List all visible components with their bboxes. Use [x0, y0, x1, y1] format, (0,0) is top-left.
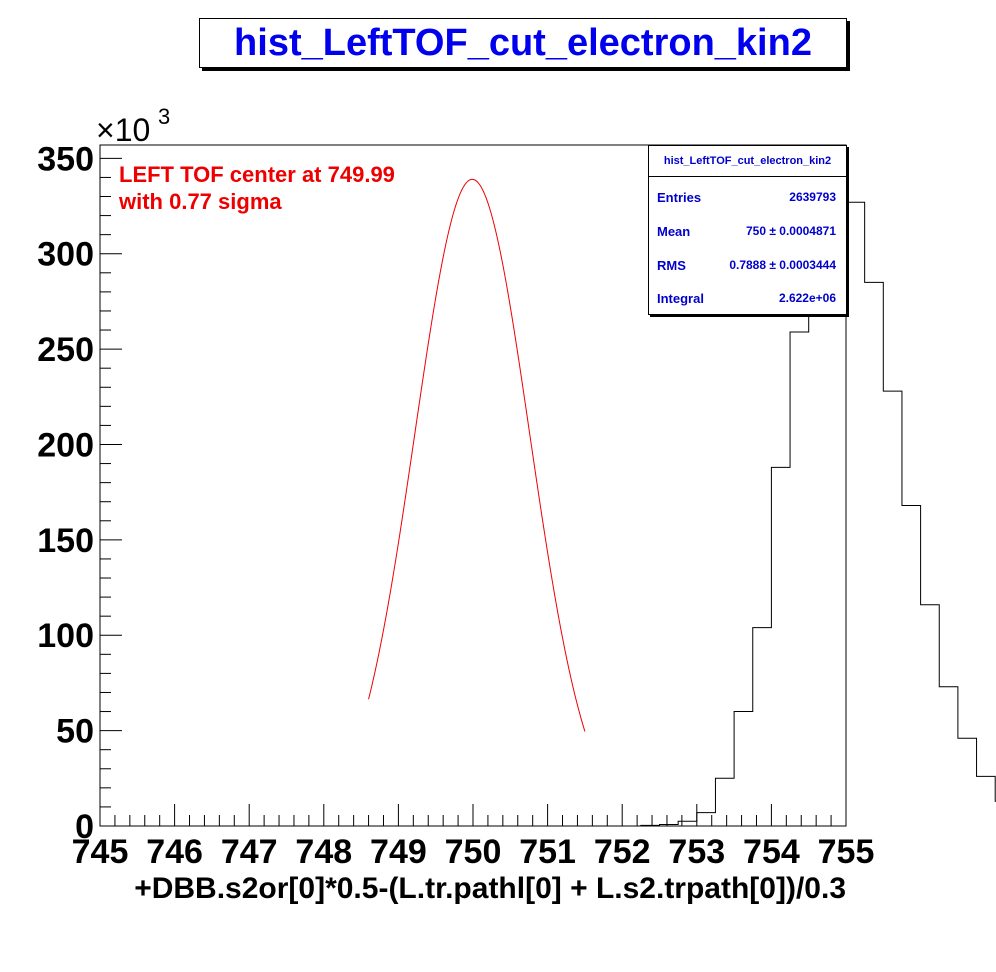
x-tick-label: 747	[221, 833, 278, 871]
stats-box-title: hist_LeftTOF_cut_electron_kin2	[649, 146, 846, 177]
y-axis-multiplier: ×10	[96, 112, 150, 148]
stats-label: Integral	[657, 291, 704, 306]
chart-title: hist_LeftTOF_cut_electron_kin2	[234, 21, 812, 64]
stats-row-mean: Mean 750 ± 0.0004871	[657, 224, 836, 239]
x-tick-label: 754	[743, 833, 800, 871]
stats-value: 750 ± 0.0004871	[746, 224, 836, 238]
x-tick-label: 750	[445, 833, 502, 871]
x-axis-title: +DBB.s2or[0]*0.5-(L.tr.pathl[0] + L.s2.t…	[134, 872, 846, 905]
stats-row-integral: Integral 2.622e+06	[657, 291, 836, 306]
y-tick-label: 350	[37, 140, 94, 178]
y-tick-label: 250	[37, 331, 94, 369]
y-tick-label: 100	[37, 617, 94, 655]
y-tick-label: 50	[56, 713, 94, 751]
x-tick-label: 755	[818, 833, 875, 871]
x-tick-label: 749	[370, 833, 427, 871]
stats-label: Entries	[657, 190, 702, 205]
stats-value: 0.7888 ± 0.0003444	[729, 258, 836, 272]
y-tick-label: 300	[37, 236, 94, 274]
y-axis-multiplier-exponent: 3	[158, 104, 170, 129]
gaussian-fit-curve	[368, 178, 586, 732]
x-tick-label: 745	[72, 833, 129, 871]
stats-label: Mean	[657, 224, 691, 239]
x-tick-label: 748	[295, 833, 352, 871]
x-tick-label: 752	[594, 833, 651, 871]
y-tick-label: 200	[37, 426, 94, 464]
y-tick-label: 150	[37, 522, 94, 560]
chart-title-box: hist_LeftTOF_cut_electron_kin2	[199, 18, 847, 68]
fit-annotation-line1: LEFT TOF center at 749.99	[119, 162, 395, 187]
stats-value: 2639793	[789, 190, 836, 204]
x-tick-label: 746	[146, 833, 203, 871]
stats-box: hist_LeftTOF_cut_electron_kin2 Entries 2…	[648, 145, 847, 315]
stats-label: RMS	[657, 258, 686, 273]
stats-row-rms: RMS 0.7888 ± 0.0003444	[657, 258, 836, 273]
x-tick-label: 753	[668, 833, 725, 871]
x-tick-label: 751	[519, 833, 576, 871]
stats-value: 2.622e+06	[778, 291, 836, 305]
fit-annotation-line2: with 0.77 sigma	[118, 189, 282, 214]
stats-row-entries: Entries 2639793	[657, 190, 836, 205]
histogram-line	[100, 178, 996, 827]
y-tick-label: 0	[75, 808, 94, 846]
